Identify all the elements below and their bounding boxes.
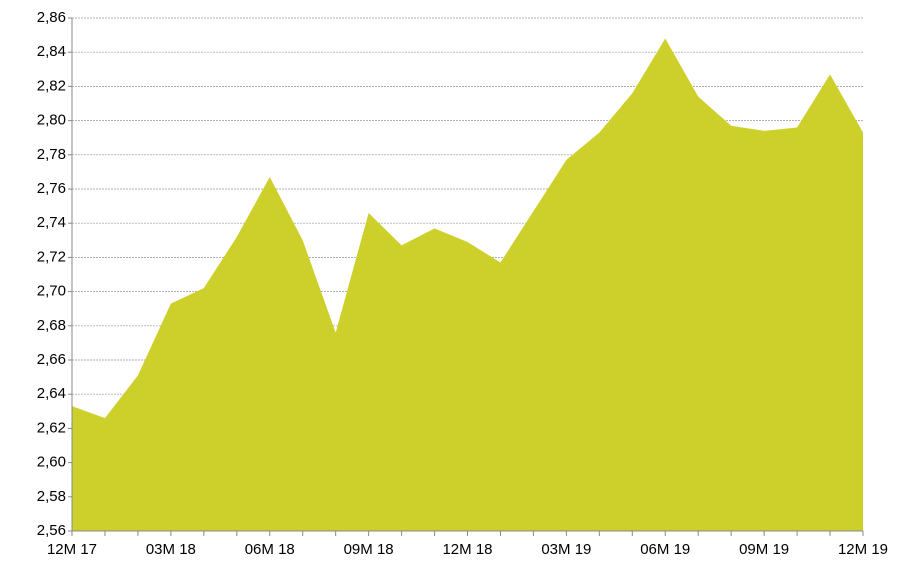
y-tick-label: 2,80 xyxy=(37,112,66,129)
y-tick-label: 2,72 xyxy=(37,248,66,265)
y-tick-label: 2,70 xyxy=(37,283,66,300)
x-tick-label: 09M 18 xyxy=(344,541,394,558)
y-tick-label: 2,62 xyxy=(37,419,66,436)
x-tick-label: 09M 19 xyxy=(739,541,789,558)
y-tick-label: 2,66 xyxy=(37,351,66,368)
y-tick-label: 2,86 xyxy=(37,9,66,26)
y-tick-label: 2,56 xyxy=(37,522,66,539)
y-tick-label: 2,64 xyxy=(37,385,66,402)
x-tick-label: 12M 17 xyxy=(47,541,97,558)
y-tick-label: 2,68 xyxy=(37,317,66,334)
x-tick-label: 06M 18 xyxy=(245,541,295,558)
x-tick-label: 12M 18 xyxy=(442,541,492,558)
x-tick-label: 03M 18 xyxy=(146,541,196,558)
y-tick-label: 2,84 xyxy=(37,43,66,60)
y-tick-label: 2,74 xyxy=(37,214,66,231)
x-tick-label: 06M 19 xyxy=(640,541,690,558)
y-tick-label: 2,60 xyxy=(37,454,66,471)
area xyxy=(72,38,863,532)
y-tick-label: 2,76 xyxy=(37,180,66,197)
y-tick-label: 2,82 xyxy=(37,77,66,94)
x-tick-label: 03M 19 xyxy=(541,541,591,558)
x-tick-label: 12M 19 xyxy=(838,541,888,558)
y-tick-label: 2,58 xyxy=(37,488,66,505)
y-tick-label: 2,78 xyxy=(37,146,66,163)
